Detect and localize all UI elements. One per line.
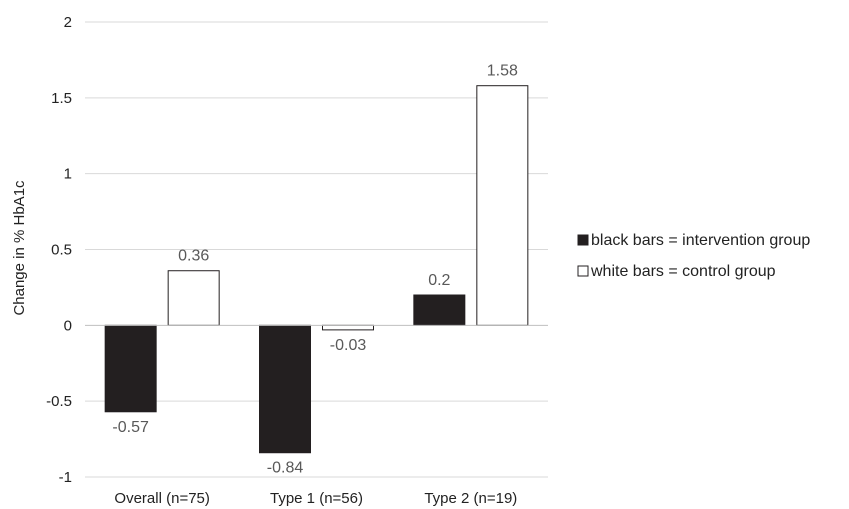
y-tick-label: 1.5 — [51, 90, 72, 107]
y-tick-label: -0.5 — [46, 393, 72, 410]
y-tick-label: 1 — [64, 166, 72, 183]
y-tick-label: -1 — [59, 469, 72, 486]
intervention-bar — [413, 294, 466, 326]
control-bar — [476, 85, 529, 326]
control-bar — [167, 270, 220, 326]
gridlines — [85, 21, 548, 478]
data-label: -0.57 — [112, 419, 149, 436]
y-tick-label: 2 — [64, 14, 72, 31]
legend-label: black bars = intervention group — [591, 232, 810, 249]
data-label: -0.03 — [330, 337, 367, 354]
y-axis-ticks: 2 1.5 1 0.5 0 -0.5 -1 — [46, 14, 72, 486]
intervention-bar — [259, 324, 311, 454]
category-labels: Overall (n=75) Type 1 (n=56) Type 2 (n=19) — [114, 490, 517, 507]
y-tick-label: 0 — [64, 317, 72, 334]
data-label: 0.36 — [178, 248, 209, 265]
y-axis-label: Change in % HbA1c — [11, 180, 28, 316]
data-labels: -0.57 0.36 -0.84 -0.03 0.2 1.58 — [112, 63, 518, 477]
intervention-bar — [104, 324, 157, 413]
data-label: -0.84 — [267, 460, 304, 477]
category-label: Overall (n=75) — [114, 490, 209, 507]
legend: black bars = intervention group white bar… — [577, 232, 810, 280]
data-label: 1.58 — [487, 63, 518, 80]
y-tick-label: 0.5 — [51, 242, 72, 259]
category-label: Type 1 (n=56) — [270, 490, 363, 507]
legend-swatch-control — [577, 265, 589, 277]
bars — [104, 85, 529, 454]
legend-swatch-intervention — [577, 234, 589, 246]
data-label: 0.2 — [428, 272, 450, 289]
category-label: Type 2 (n=19) — [424, 490, 517, 507]
legend-label: white bars = control group — [590, 263, 776, 280]
control-bar — [322, 324, 374, 331]
